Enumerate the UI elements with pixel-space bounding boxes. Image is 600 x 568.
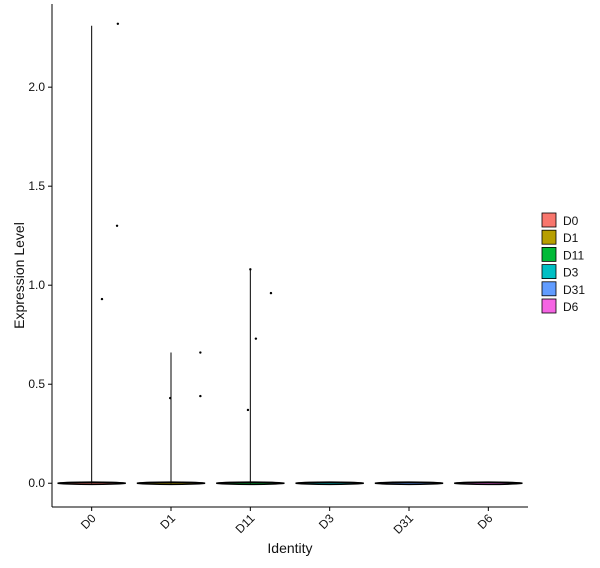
violin-body [295, 481, 364, 486]
x-tick-label: D3 [316, 511, 337, 532]
data-point [246, 408, 250, 412]
violin-D11 [216, 269, 285, 486]
y-tick-label: 2.0 [28, 80, 45, 94]
violin-D3 [295, 481, 364, 486]
violin-body [454, 481, 523, 486]
legend-item-D6: D6 [541, 298, 579, 314]
legend-item-D1: D1 [541, 229, 579, 245]
legend-swatch [541, 298, 557, 314]
data-point [199, 351, 202, 354]
legend-label: D1 [563, 231, 579, 245]
x-tick-label: D11 [233, 511, 258, 536]
y-tick-label: 1.5 [28, 179, 45, 193]
data-point [249, 268, 252, 271]
violin-D31 [374, 481, 444, 486]
data-point [169, 396, 172, 400]
x-tick-label: D0 [78, 511, 99, 532]
data-point [269, 291, 273, 295]
violin-body [374, 481, 444, 486]
legend-label: D11 [563, 248, 584, 262]
legend-item-D11: D11 [541, 246, 584, 262]
legend-item-D31: D31 [541, 281, 585, 297]
legend-swatch [541, 246, 557, 262]
x-tick-label: D6 [475, 511, 496, 532]
legend: D0 D1 D11 D3 D31 D6 [541, 212, 585, 314]
legend-label: D31 [563, 283, 585, 297]
data-point [100, 297, 104, 301]
violin-D0 [57, 25, 126, 486]
y-tick-label: 1.0 [28, 278, 45, 292]
legend-swatch [541, 264, 557, 280]
y-tick-label: 0.5 [28, 377, 45, 391]
legend-swatch [541, 229, 557, 245]
legend-item-D0: D0 [541, 212, 579, 228]
data-point [254, 337, 258, 340]
data-point [116, 22, 120, 26]
y-ticks: 0.0 0.5 1.0 1.5 2.0 [28, 80, 52, 490]
legend-item-D3: D3 [541, 264, 579, 280]
legend-label: D3 [563, 266, 579, 280]
legend-label: D0 [563, 214, 579, 228]
data-point [115, 224, 119, 227]
axes-layer [51, 4, 528, 508]
x-tick-label: D1 [157, 511, 178, 532]
violins-layer [57, 25, 523, 486]
data-point [199, 394, 202, 398]
x-ticks: D0 D1 D11 D3 D31 D6 [78, 507, 496, 537]
legend-label: D6 [563, 300, 579, 314]
x-axis-title: Identity [267, 540, 312, 556]
violin-D1 [136, 352, 206, 486]
violin-D6 [454, 481, 523, 486]
y-axis-title: Expression Level [11, 222, 27, 329]
points-layer [100, 22, 273, 412]
legend-swatch [541, 212, 557, 228]
y-tick-label: 0.0 [28, 476, 45, 490]
x-tick-label: D31 [391, 511, 417, 537]
legend-swatch [541, 281, 557, 297]
